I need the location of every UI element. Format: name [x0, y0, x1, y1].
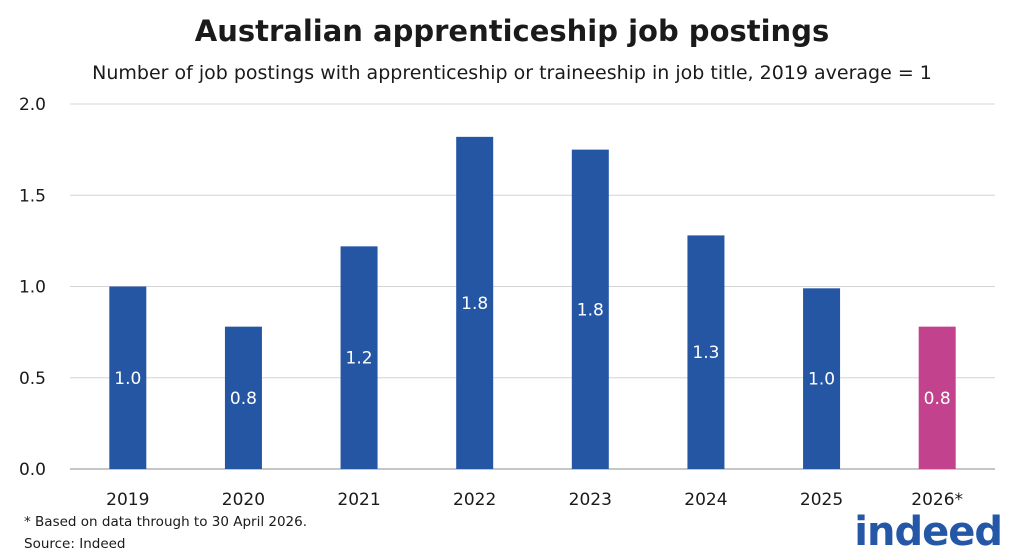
data-label: 0.8 [924, 389, 951, 409]
bar [803, 288, 841, 469]
bar [687, 235, 725, 469]
source-note: Source: Indeed [24, 536, 126, 552]
data-label: 1.3 [692, 343, 719, 363]
bar [571, 149, 609, 469]
chart-title: Australian apprenticeship job postings [194, 14, 830, 48]
y-tick-label: 1.0 [19, 278, 46, 298]
data-label: 1.2 [346, 349, 373, 369]
x-tick-label: 2026* [911, 490, 963, 510]
chart-subtitle: Number of job postings with apprenticesh… [92, 62, 932, 84]
x-tick-label: 2019 [106, 490, 149, 510]
data-label: 1.0 [114, 369, 141, 389]
y-tick-label: 0.5 [19, 369, 46, 389]
indeed-logo: indeed [854, 509, 1003, 555]
y-tick-label: 2.0 [19, 95, 46, 115]
y-tick-label: 1.5 [19, 186, 46, 206]
x-tick-label: 2024 [684, 490, 727, 510]
x-tick-label: 2020 [222, 490, 265, 510]
x-tick-label: 2022 [453, 490, 496, 510]
bar [918, 326, 956, 469]
data-label: 1.8 [461, 294, 488, 314]
bar [224, 326, 262, 469]
x-tick-label: 2023 [569, 490, 612, 510]
data-label: 1.8 [577, 300, 604, 320]
data-label: 1.0 [808, 370, 835, 390]
data-label: 0.8 [230, 389, 257, 409]
bar [340, 246, 378, 469]
x-tick-label: 2025 [800, 490, 843, 510]
bar [456, 136, 494, 469]
x-tick-label: 2021 [337, 490, 380, 510]
bar [109, 286, 147, 469]
y-tick-label: 0.0 [19, 460, 46, 480]
footnote: * Based on data through to 30 April 2026… [24, 514, 308, 530]
